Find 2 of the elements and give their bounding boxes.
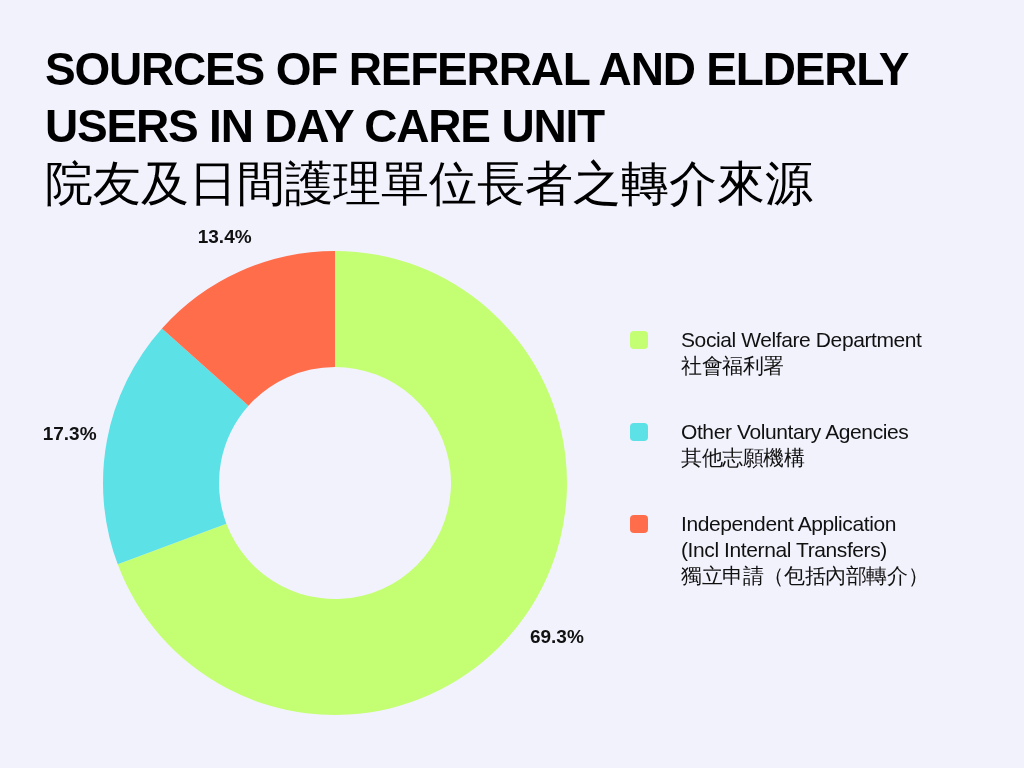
- title: SOURCES OF REFERRAL AND ELDERLY USERS IN DAY CARE UNIT: [45, 43, 909, 152]
- subtitle: 院友及日間護理單位長者之轉介來源: [45, 157, 813, 210]
